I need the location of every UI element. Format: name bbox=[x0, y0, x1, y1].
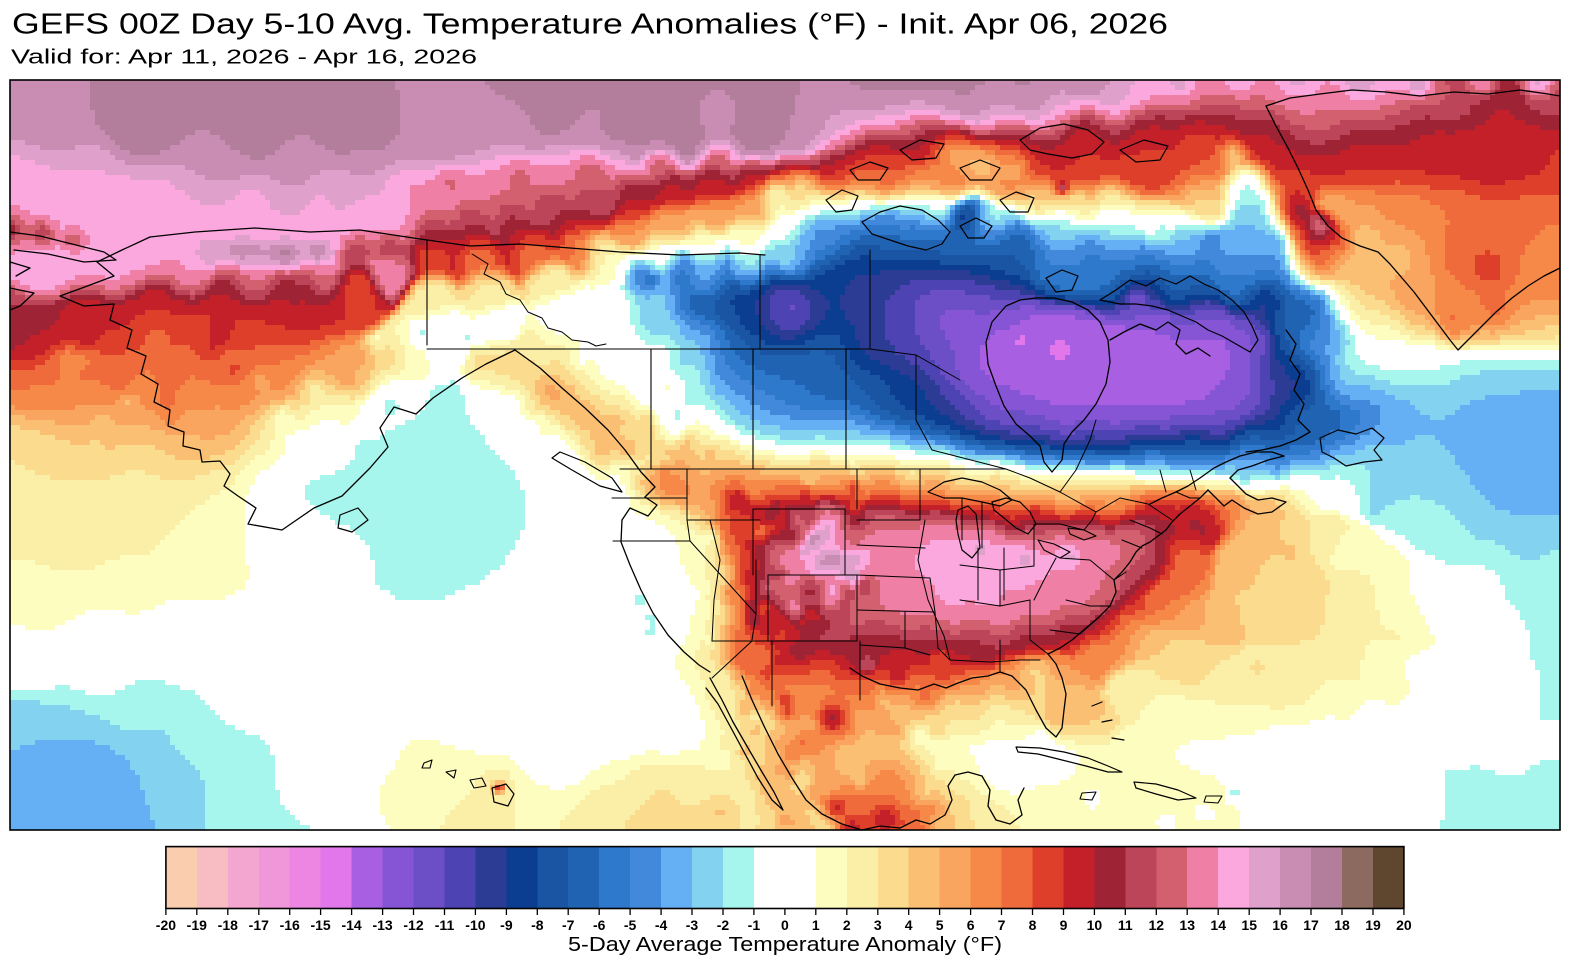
svg-text:GEFS 00Z Day 5-10 Avg. Tempera: GEFS 00Z Day 5-10 Avg. Temperature Anoma… bbox=[12, 9, 1168, 41]
svg-text:Valid for: Apr 11, 2026 - Apr: Valid for: Apr 11, 2026 - Apr 16, 2026 bbox=[11, 47, 477, 69]
